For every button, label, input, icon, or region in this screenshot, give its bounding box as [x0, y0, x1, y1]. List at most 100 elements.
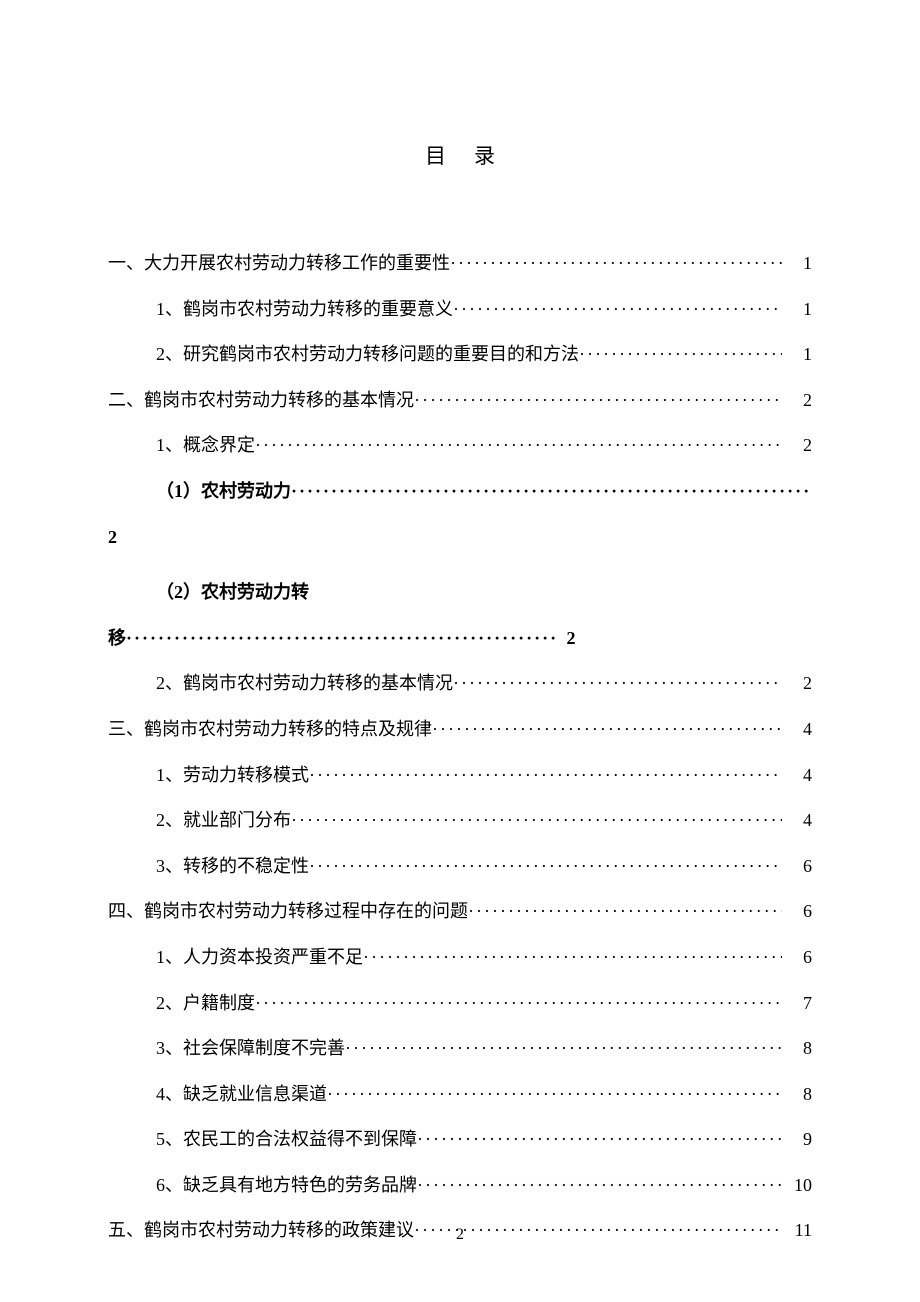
- toc-entry-number: 3、: [156, 847, 183, 887]
- toc-entry-page: 4: [782, 710, 812, 750]
- toc-entry: 二、鹤岗市农村劳动力转移的基本情况 2: [108, 381, 812, 421]
- page-number-footer: 2: [0, 1226, 920, 1244]
- toc-entry-page: 1: [782, 244, 812, 284]
- toc-entry-number: 6、: [156, 1166, 183, 1206]
- toc-entry-text: 鹤岗市农村劳动力转移的基本情况: [183, 664, 453, 704]
- toc-entry-wrap: 2: [108, 518, 812, 558]
- toc-entry: 1、鹤岗市农村劳动力转移的重要意义 1: [108, 290, 812, 330]
- toc-entry-text-cont: 移: [108, 619, 126, 659]
- toc-leader: [126, 619, 556, 659]
- toc-entry-text: 人力资本投资严重不足: [183, 938, 363, 978]
- toc-leader: [309, 847, 782, 887]
- toc-leader: [453, 290, 782, 330]
- toc-entry-page: 2: [782, 664, 812, 704]
- toc-leader: [450, 244, 782, 284]
- toc-entry: （1）农村劳动力: [108, 472, 812, 512]
- toc-entry-text: 鹤岗市农村劳动力转移过程中存在的问题: [144, 892, 468, 932]
- toc-leader: [432, 710, 782, 750]
- toc-entry-text: 缺乏就业信息渠道: [183, 1075, 327, 1115]
- toc-entry-page: 2: [556, 619, 586, 659]
- toc-leader: [291, 472, 812, 512]
- toc-entry: 2、研究鹤岗市农村劳动力转移问题的重要目的和方法 1: [108, 335, 812, 375]
- toc-entry: 1、人力资本投资严重不足 6: [108, 938, 812, 978]
- toc-leader: [579, 335, 782, 375]
- toc-entry-page: 8: [782, 1075, 812, 1115]
- toc-entry-number: 2、: [156, 664, 183, 704]
- toc-entry-number: 一、: [108, 244, 144, 284]
- toc-entry-text: 鹤岗市农村劳动力转移的特点及规律: [144, 710, 432, 750]
- toc-entry-number: 4、: [156, 1075, 183, 1115]
- toc-entry-text: 户籍制度: [183, 984, 255, 1024]
- toc-entry-number: 2、: [156, 801, 183, 841]
- toc-entry-number: 5、: [156, 1120, 183, 1160]
- toc-entry-text: （2）农村劳动力转: [156, 573, 309, 613]
- toc-leader: [327, 1075, 782, 1115]
- toc-entry-number: 1、: [156, 938, 183, 978]
- toc-leader: [363, 938, 782, 978]
- toc-entry-page: 9: [782, 1120, 812, 1160]
- toc-entry: 一、大力开展农村劳动力转移工作的重要性 1: [108, 244, 812, 284]
- toc-entry: 三、鹤岗市农村劳动力转移的特点及规律 4: [108, 710, 812, 750]
- toc-entry-wrap: 移 2: [108, 619, 812, 659]
- toc-entry: 1、劳动力转移模式 4: [108, 756, 812, 796]
- toc-entry-text: 大力开展农村劳动力转移工作的重要性: [144, 244, 450, 284]
- toc-entry-number: 四、: [108, 892, 144, 932]
- toc-leader: [414, 381, 782, 421]
- toc-entry: 2、就业部门分布 4: [108, 801, 812, 841]
- toc-entry-text: （1）农村劳动力: [156, 472, 291, 512]
- toc-entry: 2、户籍制度 7: [108, 984, 812, 1024]
- toc-entry-number: 3、: [156, 1029, 183, 1069]
- toc-leader: [345, 1029, 782, 1069]
- toc-entry-text: 概念界定: [183, 426, 255, 466]
- toc-entry-text: 劳动力转移模式: [183, 756, 309, 796]
- document-page: 目录 一、大力开展农村劳动力转移工作的重要性 11、鹤岗市农村劳动力转移的重要意…: [0, 0, 920, 1302]
- toc-entry: 四、鹤岗市农村劳动力转移过程中存在的问题 6: [108, 892, 812, 932]
- toc-leader: [453, 664, 782, 704]
- toc-leader: [417, 1120, 782, 1160]
- toc-entry-text: 农民工的合法权益得不到保障: [183, 1120, 417, 1160]
- toc-entry-page: 1: [782, 335, 812, 375]
- toc-entry-page: 10: [782, 1166, 812, 1206]
- toc-entry-page: 4: [782, 756, 812, 796]
- toc-entry-number: 二、: [108, 381, 144, 421]
- toc-entry-page: 2: [782, 381, 812, 421]
- toc-entry-text: 鹤岗市农村劳动力转移的基本情况: [144, 381, 414, 421]
- toc-entry-number: 1、: [156, 756, 183, 796]
- toc-entry-text: 就业部门分布: [183, 801, 291, 841]
- toc-entry: 3、转移的不稳定性 6: [108, 847, 812, 887]
- toc-entry: 2、鹤岗市农村劳动力转移的基本情况 2: [108, 664, 812, 704]
- toc-entry: 3、社会保障制度不完善 8: [108, 1029, 812, 1069]
- toc-leader: [417, 1166, 782, 1206]
- toc-entry-text: 转移的不稳定性: [183, 847, 309, 887]
- toc-entry-number: 三、: [108, 710, 144, 750]
- toc-entry: （2）农村劳动力转: [108, 573, 812, 613]
- toc-entry-page: 6: [782, 847, 812, 887]
- toc-entry: 1、概念界定 2: [108, 426, 812, 466]
- toc-entry: 5、农民工的合法权益得不到保障 9: [108, 1120, 812, 1160]
- toc-entry-page: 1: [782, 290, 812, 330]
- toc-entry-number: 1、: [156, 290, 183, 330]
- toc-list: 一、大力开展农村劳动力转移工作的重要性 11、鹤岗市农村劳动力转移的重要意义 1…: [108, 244, 812, 1251]
- toc-entry-page: 6: [782, 892, 812, 932]
- toc-entry: 6、缺乏具有地方特色的劳务品牌 10: [108, 1166, 812, 1206]
- toc-entry-page: 2: [782, 426, 812, 466]
- toc-entry-page: 7: [782, 984, 812, 1024]
- toc-entry-number: 2、: [156, 335, 183, 375]
- toc-entry-page: 8: [782, 1029, 812, 1069]
- toc-leader: [255, 426, 782, 466]
- toc-entry-text: 鹤岗市农村劳动力转移的重要意义: [183, 290, 453, 330]
- toc-entry-page: 2: [108, 518, 117, 558]
- toc-entry-number: 1、: [156, 426, 183, 466]
- toc-leader: [468, 892, 782, 932]
- toc-entry-text: 社会保障制度不完善: [183, 1029, 345, 1069]
- toc-leader: [291, 801, 782, 841]
- toc-entry-number: 2、: [156, 984, 183, 1024]
- toc-entry-page: 6: [782, 938, 812, 978]
- toc-entry-text: 研究鹤岗市农村劳动力转移问题的重要目的和方法: [183, 335, 579, 375]
- toc-entry-text: 缺乏具有地方特色的劳务品牌: [183, 1166, 417, 1206]
- toc-leader: [309, 756, 782, 796]
- toc-leader: [255, 984, 782, 1024]
- toc-title: 目录: [108, 140, 812, 170]
- toc-entry: 4、缺乏就业信息渠道 8: [108, 1075, 812, 1115]
- toc-entry-page: 4: [782, 801, 812, 841]
